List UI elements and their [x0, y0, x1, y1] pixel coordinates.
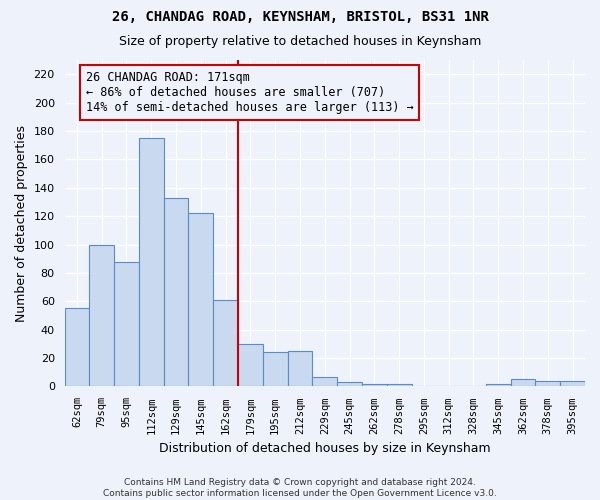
Text: 26, CHANDAG ROAD, KEYNSHAM, BRISTOL, BS31 1NR: 26, CHANDAG ROAD, KEYNSHAM, BRISTOL, BS3… — [112, 10, 488, 24]
Bar — [560, 381, 585, 386]
Bar — [287, 351, 313, 386]
Bar — [511, 380, 535, 386]
Bar — [263, 352, 287, 386]
Bar — [313, 376, 337, 386]
Bar — [337, 382, 362, 386]
Bar — [188, 214, 213, 386]
Bar — [486, 384, 511, 386]
Y-axis label: Number of detached properties: Number of detached properties — [15, 124, 28, 322]
Bar — [164, 198, 188, 386]
Bar — [89, 244, 114, 386]
Bar — [238, 344, 263, 387]
Bar — [65, 308, 89, 386]
Bar — [139, 138, 164, 386]
Bar — [362, 384, 387, 386]
Text: Size of property relative to detached houses in Keynsham: Size of property relative to detached ho… — [119, 35, 481, 48]
Text: 26 CHANDAG ROAD: 171sqm
← 86% of detached houses are smaller (707)
14% of semi-d: 26 CHANDAG ROAD: 171sqm ← 86% of detache… — [86, 72, 413, 114]
Bar — [114, 262, 139, 386]
Bar — [535, 381, 560, 386]
Bar — [213, 300, 238, 386]
Text: Contains HM Land Registry data © Crown copyright and database right 2024.
Contai: Contains HM Land Registry data © Crown c… — [103, 478, 497, 498]
Bar — [387, 384, 412, 386]
X-axis label: Distribution of detached houses by size in Keynsham: Distribution of detached houses by size … — [159, 442, 491, 455]
